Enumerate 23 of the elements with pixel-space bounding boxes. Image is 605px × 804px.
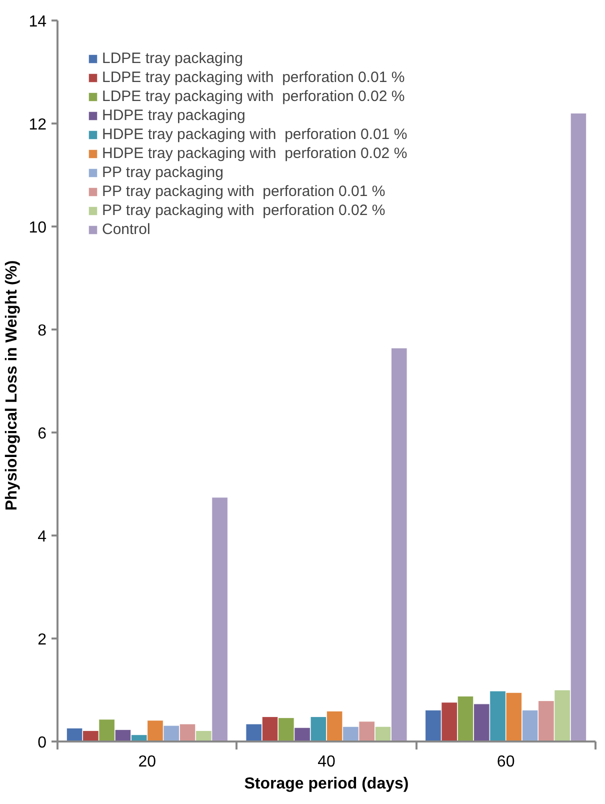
y-axis-title: Physiological Loss in Weight (%) bbox=[4, 260, 21, 511]
legend-label: HDPE tray packaging with perforation 0.01 % bbox=[102, 126, 408, 143]
legend-label: LDPE tray packaging bbox=[102, 50, 243, 67]
y-tick-label: 2 bbox=[38, 632, 47, 648]
legend-label: PP tray packaging with perforation 0.01 % bbox=[102, 183, 386, 200]
x-tick-label: 40 bbox=[318, 754, 336, 770]
legend-label: Control bbox=[102, 221, 150, 238]
y-tick-label: 4 bbox=[38, 528, 47, 546]
y-tick-label: 8 bbox=[38, 322, 47, 340]
legend-label: PP tray packaging bbox=[102, 164, 224, 181]
x-tick-label: 20 bbox=[138, 754, 156, 770]
x-axis-title: Storage period (days) bbox=[244, 776, 409, 792]
y-tick-label: 6 bbox=[38, 426, 47, 442]
y-tick-label: 10 bbox=[28, 220, 47, 236]
legend-label: HDPE tray packaging with perforation 0.02 % bbox=[102, 145, 408, 162]
y-tick-label: 14 bbox=[28, 14, 47, 30]
x-tick-label: 60 bbox=[496, 754, 515, 770]
legend-label: HDPE tray packaging bbox=[102, 107, 246, 124]
legend-label: LDPE tray packaging with perforation 0.01 % bbox=[102, 69, 405, 86]
legend-label: LDPE tray packaging with perforation 0.02 % bbox=[102, 88, 405, 105]
y-tick-label: 0 bbox=[38, 734, 47, 752]
legend-label: PP tray packaging with perforation 0.02 % bbox=[102, 202, 386, 219]
y-tick-label: 12 bbox=[28, 116, 47, 134]
